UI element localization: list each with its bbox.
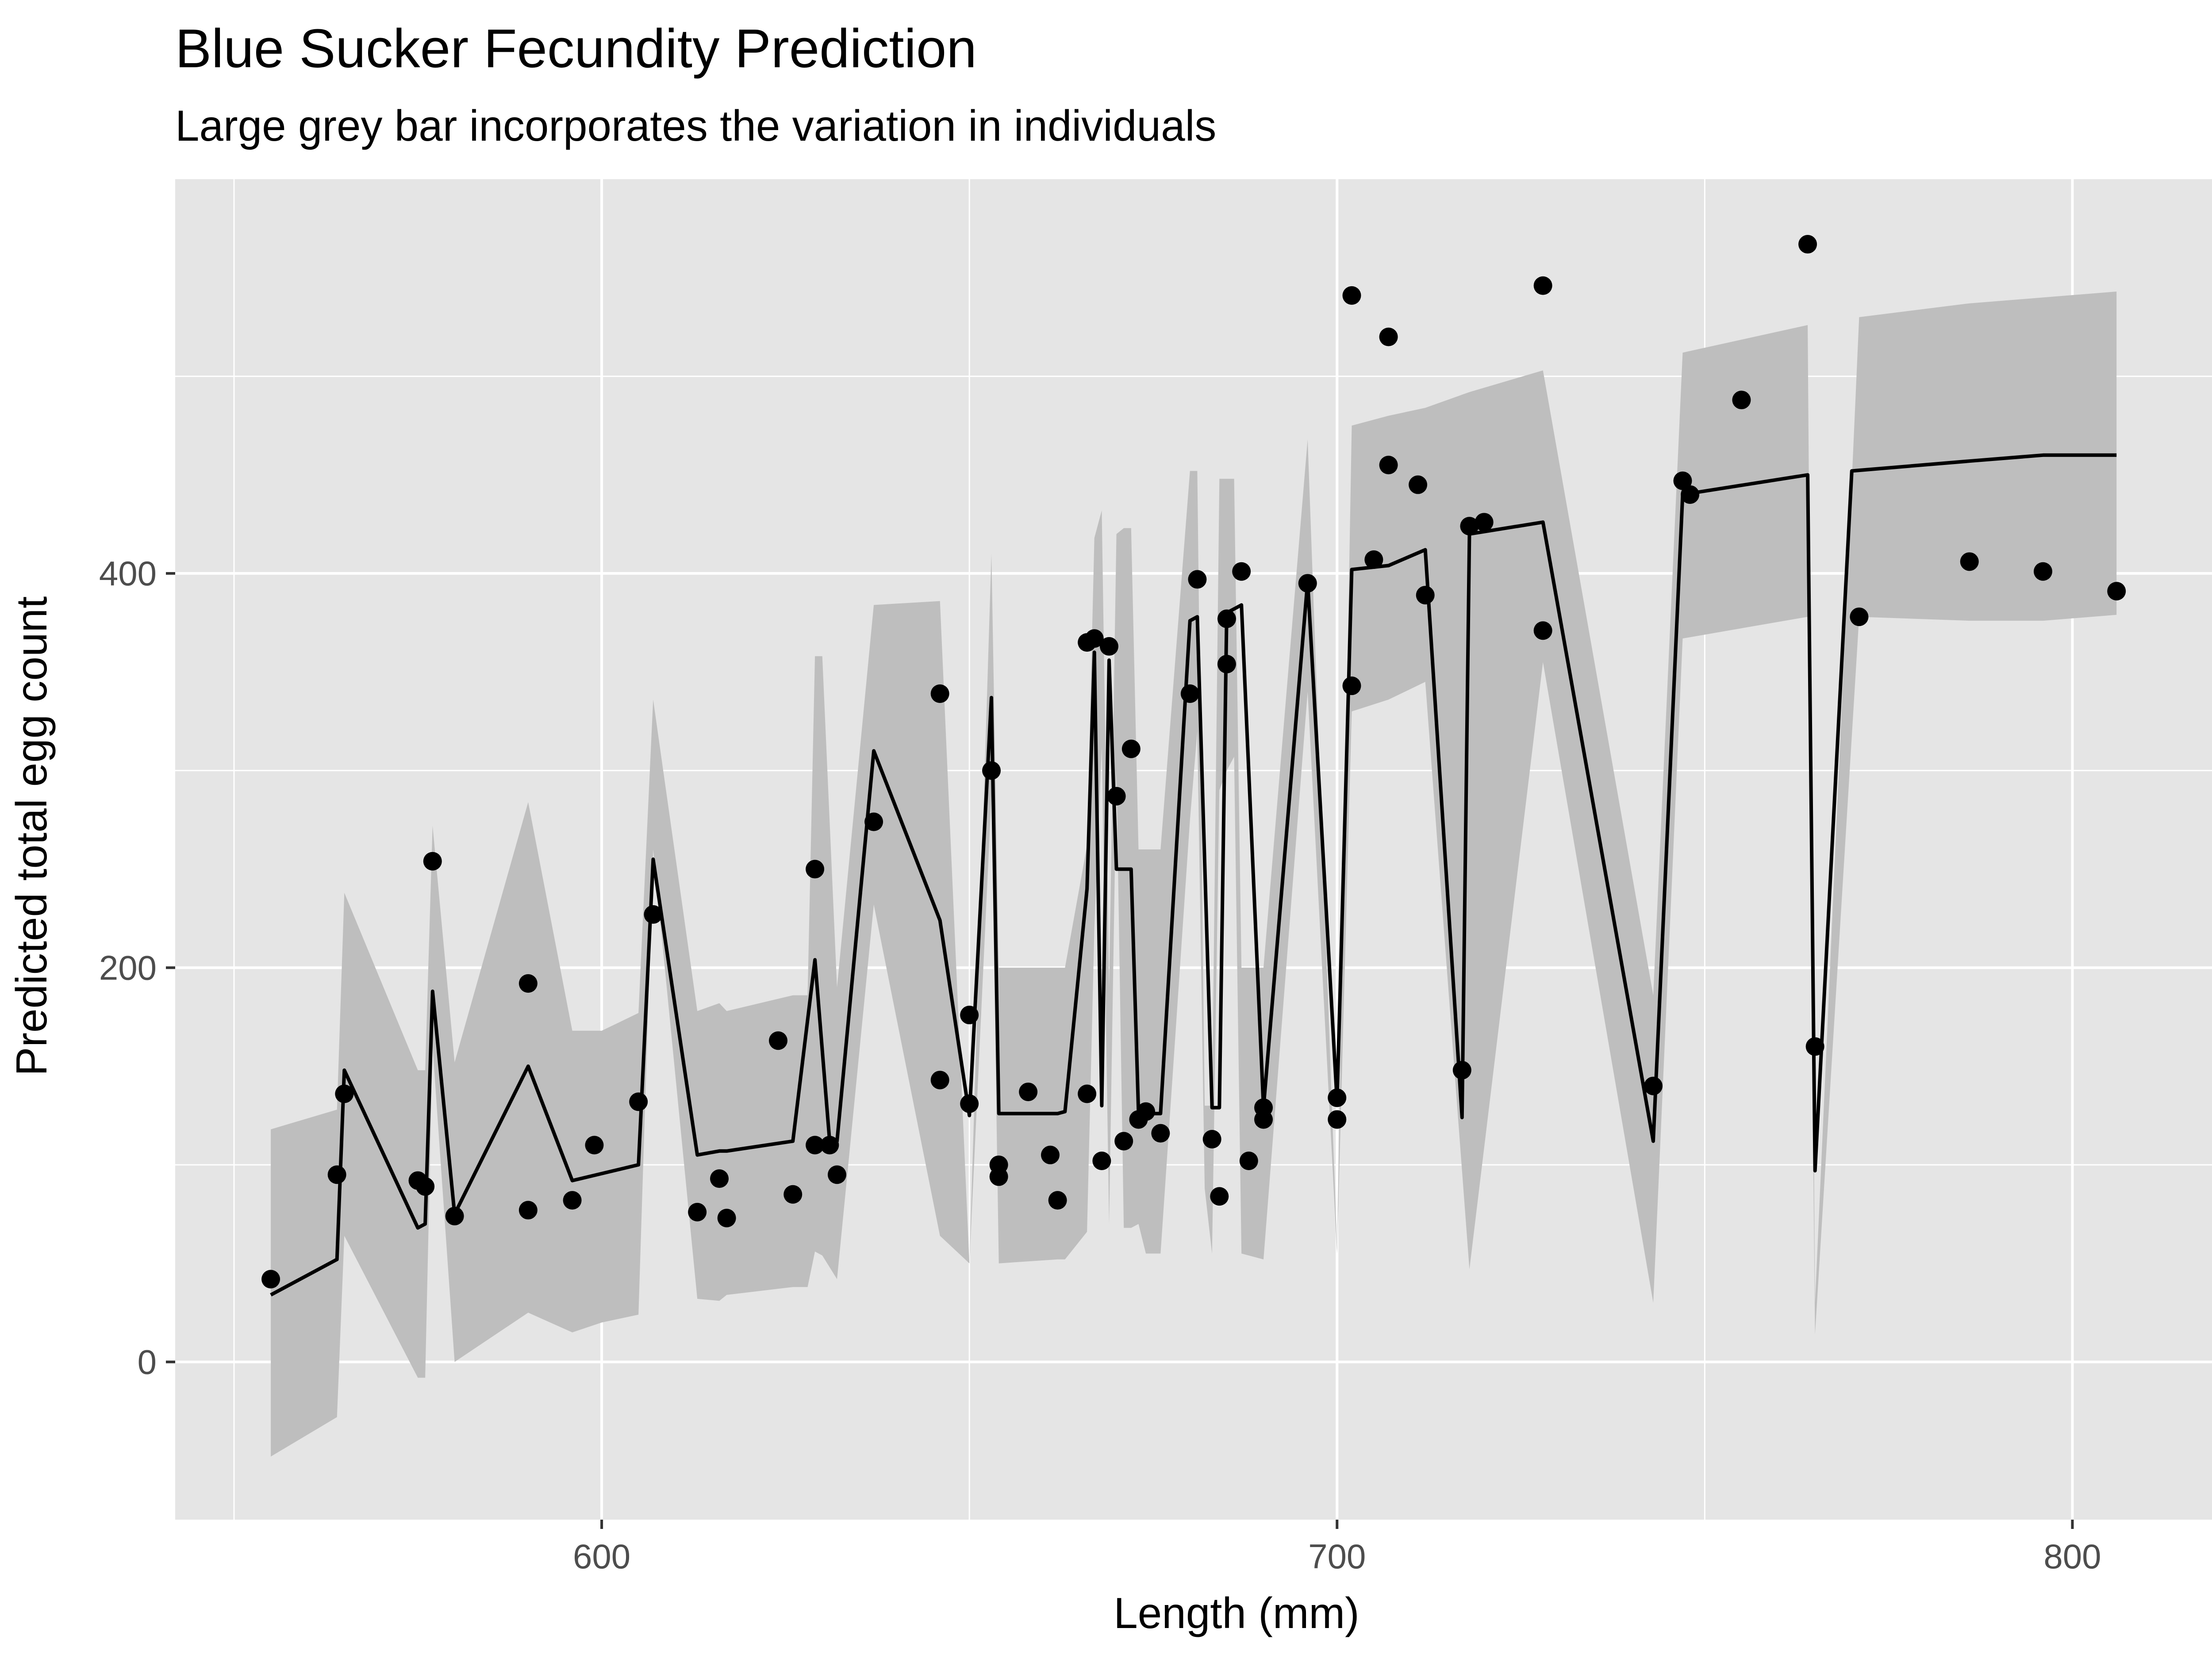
data-point [820,1136,839,1155]
data-point [1114,1132,1133,1151]
x-tick-label: 600 [573,1537,630,1576]
data-point [585,1136,604,1155]
data-point [1085,629,1104,648]
data-point [1328,1110,1347,1129]
data-point [563,1191,582,1210]
data-point [1298,574,1317,593]
y-tick-label: 0 [138,1343,157,1382]
data-point [1805,1037,1824,1056]
data-point [1137,1102,1156,1121]
data-point [806,1136,825,1155]
data-point [930,1071,949,1090]
data-point [1732,391,1751,410]
x-tick-label: 800 [2043,1537,2101,1576]
y-axis-title: Predicted total egg count [7,596,56,1076]
data-point [1107,787,1126,806]
data-point [416,1177,435,1196]
data-point [717,1209,736,1228]
data-point [1048,1191,1067,1210]
data-point [982,761,1001,780]
data-point [335,1084,354,1103]
data-point [2107,582,2126,601]
data-point [1850,607,1869,626]
data-point [1180,684,1199,703]
data-point [1254,1098,1273,1117]
x-tick-label: 700 [1308,1537,1366,1576]
data-point [1681,485,1700,504]
data-point [629,1092,648,1111]
data-point [783,1185,803,1204]
prediction-line [270,453,2117,1297]
data-point [1533,276,1552,295]
data-point [1342,676,1361,695]
data-point [1452,1061,1471,1080]
data-point [1151,1124,1170,1143]
data-point [989,1167,1008,1186]
data-point [864,812,883,831]
data-point [1673,471,1692,490]
data-point [1078,1084,1097,1103]
data-point [1798,235,1817,254]
data-point [518,1201,538,1220]
data-point [768,1031,787,1050]
data-point [1460,517,1479,536]
chart-subtitle: Large grey bar incorporates the variatio… [175,101,1216,150]
data-point [1379,456,1398,475]
y-tick-label: 400 [99,554,157,593]
data-point [644,905,663,924]
data-point [930,684,949,703]
data-point [827,1165,846,1184]
data-point [1092,1152,1111,1171]
data-point [1409,475,1428,494]
data-point [960,1094,979,1113]
data-point [2033,562,2052,581]
data-point [710,1169,729,1188]
data-point [1188,570,1207,589]
data-point [1232,562,1251,581]
data-point [1099,637,1118,656]
data-point [1210,1187,1229,1206]
data-point [688,1202,707,1221]
observation-points-layer [261,235,2126,1289]
prediction-interval-ribbon [271,292,2117,1457]
data-point [1041,1145,1060,1164]
data-point [1644,1076,1663,1095]
data-point [1217,655,1236,674]
prediction-interval-layer [271,292,2117,1457]
data-point [518,974,538,993]
y-tick-label: 200 [99,948,157,987]
data-point [1379,327,1398,346]
data-point [1239,1152,1258,1171]
data-point [1533,621,1552,640]
data-point [1202,1130,1221,1149]
data-point [1019,1083,1038,1102]
data-point [445,1206,464,1225]
data-point [1342,286,1361,305]
x-axis-title: Length (mm) [1114,1589,1359,1637]
data-point [1364,550,1383,569]
data-point [1328,1088,1347,1107]
data-point [1416,586,1435,605]
data-point [806,860,825,879]
data-point [1121,739,1141,758]
chart-title: Blue Sucker Fecundity Prediction [175,19,977,79]
data-point [261,1270,280,1289]
data-point [1960,552,1979,571]
data-point [327,1165,346,1184]
fit-line-layer [270,453,2117,1297]
axes: 600 700 800 0 200 400 [99,554,2101,1576]
data-point [1217,609,1236,628]
data-point [960,1006,979,1025]
data-point [1475,513,1494,532]
data-point [423,852,442,871]
